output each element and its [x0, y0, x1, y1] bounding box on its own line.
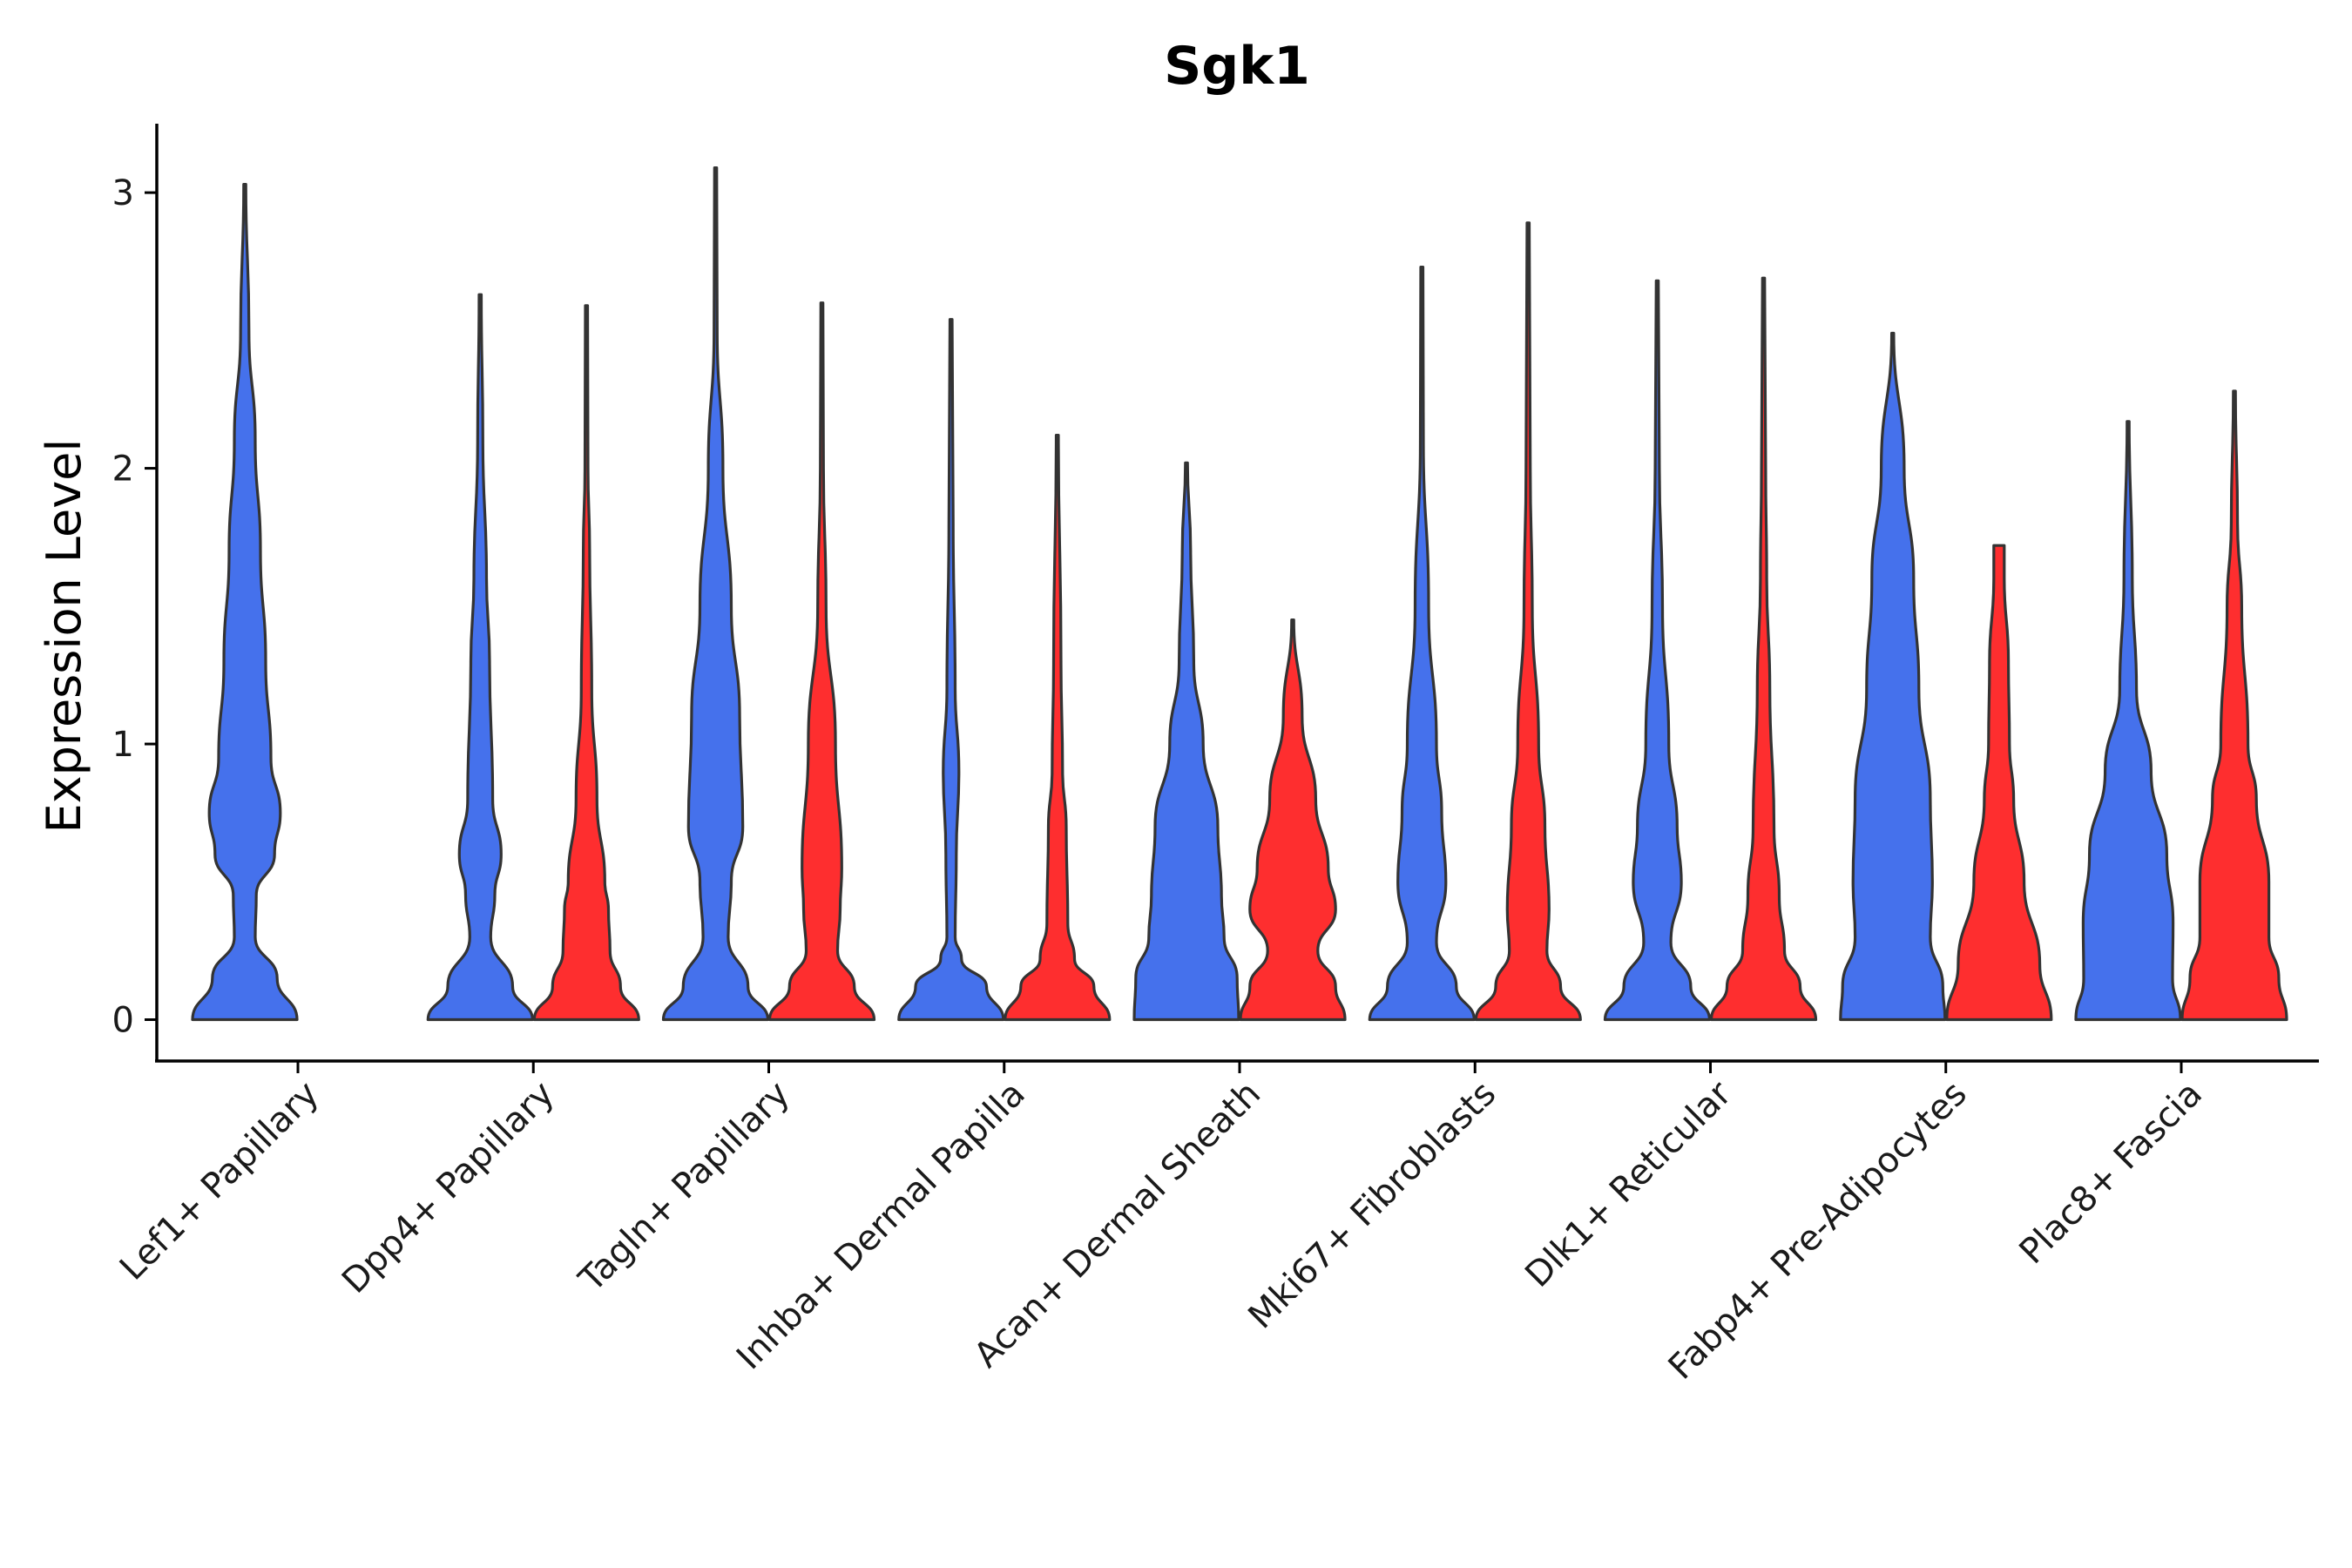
violin-blue — [1603, 279, 1712, 1022]
x-tick-label: Dlk1+ Reticular — [1517, 1073, 1740, 1295]
violin-red — [1945, 544, 2053, 1022]
violin-red — [1004, 434, 1112, 1022]
x-tick-label: Dpp4+ Papillary — [335, 1074, 562, 1301]
violin-red — [1239, 618, 1347, 1022]
violin-blue — [2074, 420, 2182, 1022]
violin-red — [1709, 276, 1818, 1022]
y-tick-label: 3 — [112, 173, 134, 213]
violin-blue — [1368, 266, 1476, 1022]
axes — [155, 124, 2319, 1063]
violin-blue — [897, 318, 1005, 1022]
chart-title: Sgk1 — [1164, 36, 1310, 97]
violin-blue — [1132, 461, 1240, 1022]
x-tick-label: Tagln+ Papillary — [571, 1074, 798, 1301]
violin-red — [767, 301, 876, 1022]
x-tick-label: Lef1+ Papillary — [112, 1074, 327, 1288]
violin-blue — [426, 293, 534, 1022]
y-tick-label: 2 — [112, 449, 134, 490]
violin-red — [1474, 221, 1582, 1022]
y-tick-label: 0 — [112, 1001, 134, 1041]
violin-red — [532, 304, 640, 1022]
x-tick-label: Mki67+ Fibroblasts — [1240, 1074, 1504, 1337]
violin-blue — [661, 166, 770, 1022]
violin-group — [191, 166, 2288, 1022]
y-tick-label: 1 — [112, 725, 134, 765]
x-ticks: Lef1+ Papillary Dpp4+ Papillary Tagln+ Pap… — [112, 1061, 2210, 1388]
y-ticks: 0 1 2 3 — [112, 173, 157, 1041]
violin-red — [2180, 389, 2288, 1022]
y-axis-label: Expression Level — [37, 439, 91, 834]
x-tick-label: Plac8+ Fascia — [2012, 1074, 2211, 1273]
violin-blue — [1839, 331, 1947, 1022]
violin-blue — [191, 182, 299, 1022]
